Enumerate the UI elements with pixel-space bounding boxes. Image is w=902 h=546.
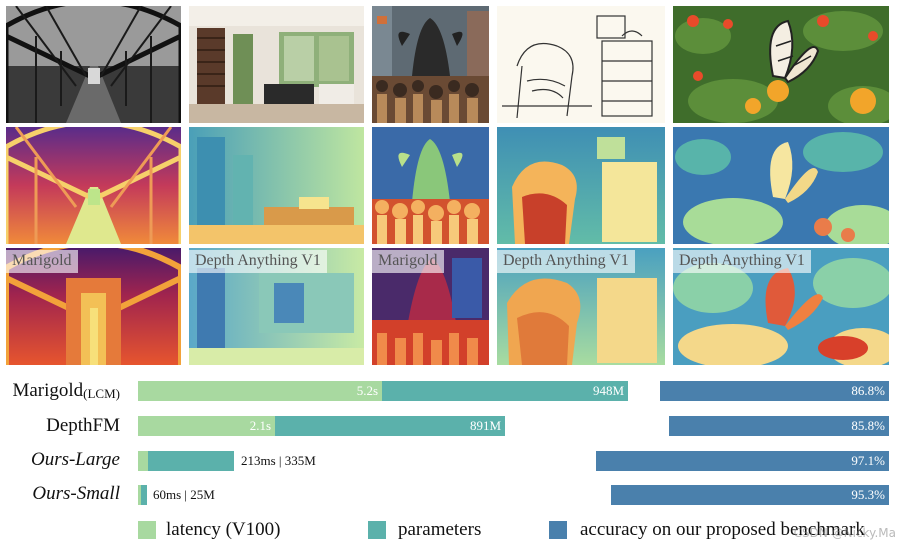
watermark: CSDN @Nicky.Ma xyxy=(793,526,896,540)
bar-accuracy-ours-small: 95.3% xyxy=(611,485,889,505)
bar-latency-marigold-lcm: 5.2s xyxy=(138,381,382,401)
input-photo-bridge xyxy=(6,6,181,123)
row-label-ours-small: Ours-Small xyxy=(32,483,120,505)
bar-parameters-ours-small xyxy=(141,485,147,505)
row-label-main: Marigold xyxy=(12,380,84,401)
input-photo-room xyxy=(189,6,364,123)
depth-ours-sketch xyxy=(497,127,665,244)
row-label-main: Ours-Large xyxy=(30,449,120,470)
row-label-main: DepthFM xyxy=(46,415,120,436)
image-caption-method: Marigold xyxy=(6,250,78,273)
bar-value-label: 948M xyxy=(592,383,624,398)
depth-ours-room xyxy=(189,127,364,244)
image-caption-method: Marigold xyxy=(372,250,444,273)
bar-accuracy-ours-large: 97.1% xyxy=(596,451,889,471)
input-photo-dragon-army xyxy=(372,6,489,123)
bar-value-label: 86.8% xyxy=(851,383,885,398)
bar-parameters-depthfm: 891M xyxy=(275,416,505,436)
row-label-sub: (LCM) xyxy=(83,386,120,401)
bar-value-label-ours-large: 213ms | 335M xyxy=(241,453,316,468)
bar-latency-depthfm: 2.1s xyxy=(138,416,275,436)
image-caption-method: Depth Anything V1 xyxy=(673,250,811,273)
row-label-main: Ours-Small xyxy=(32,483,120,504)
legend-swatch-parameters xyxy=(368,521,386,539)
bar-latency-ours-small xyxy=(138,485,141,505)
bar-value-label-ours-small: 60ms | 25M xyxy=(153,487,215,502)
legend-label-latency: latency (V100) xyxy=(166,519,281,540)
legend-swatch-latency xyxy=(138,521,156,539)
row-label-depthfm: DepthFM xyxy=(46,415,120,437)
depth-compare-butterfly: Depth Anything V1 xyxy=(673,248,889,365)
legend-swatch-accuracy xyxy=(549,521,567,539)
image-caption-method: Depth Anything V1 xyxy=(497,250,635,273)
depth-compare-room: Depth Anything V1 xyxy=(189,248,364,365)
bar-value-label: 5.2s xyxy=(356,383,378,398)
bar-latency-ours-large xyxy=(138,451,148,471)
depth-compare-bridge: Marigold xyxy=(6,248,181,365)
depth-ours-dragon-army xyxy=(372,127,489,244)
bar-accuracy-marigold-lcm: 86.8% xyxy=(660,381,889,401)
bar-value-label: 85.8% xyxy=(851,418,885,433)
input-photo-butterfly xyxy=(673,6,889,123)
bar-value-label: 95.3% xyxy=(851,487,885,502)
row-label-marigold-lcm: Marigold(LCM) xyxy=(12,380,120,405)
legend-label-accuracy: accuracy on our proposed benchmark xyxy=(580,519,865,540)
input-photo-sketch xyxy=(497,6,665,123)
bar-parameters-ours-large xyxy=(148,451,234,471)
bar-accuracy-depthfm: 85.8% xyxy=(669,416,889,436)
bar-parameters-marigold-lcm: 948M xyxy=(382,381,628,401)
image-caption-method: Depth Anything V1 xyxy=(189,250,327,273)
depth-compare-dragon-army: Marigold xyxy=(372,248,489,365)
bar-value-label: 891M xyxy=(469,418,501,433)
bar-value-label: 2.1s xyxy=(249,418,271,433)
depth-compare-sketch: Depth Anything V1 xyxy=(497,248,665,365)
depth-ours-bridge xyxy=(6,127,181,244)
legend-label-parameters: parameters xyxy=(398,519,482,540)
row-label-ours-large: Ours-Large xyxy=(31,449,120,471)
depth-ours-butterfly xyxy=(673,127,889,244)
bar-value-label: 97.1% xyxy=(851,453,885,468)
